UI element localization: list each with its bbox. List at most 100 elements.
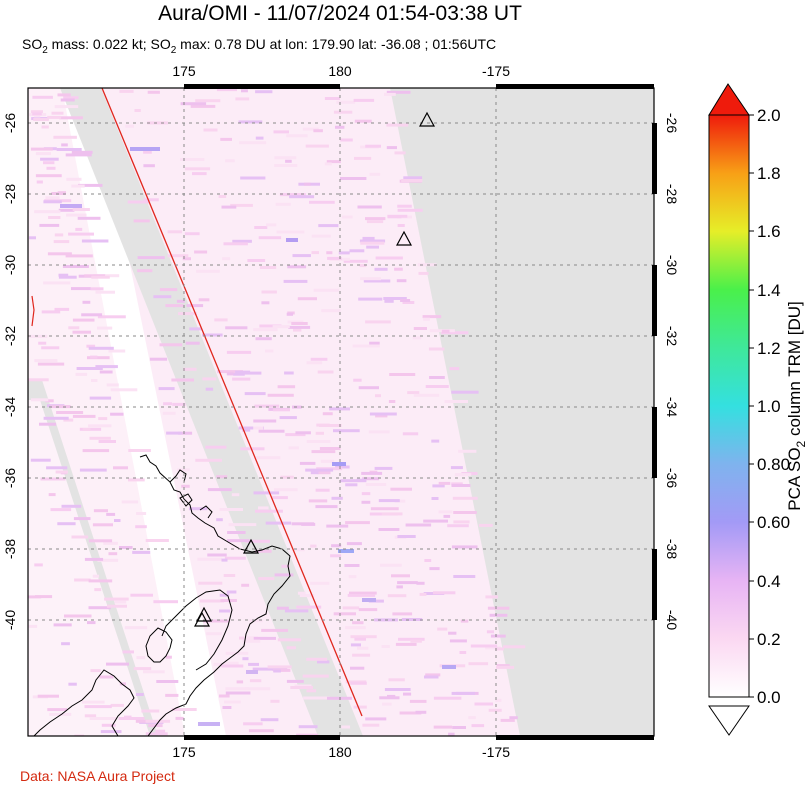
- so2-pixel: [178, 431, 193, 435]
- so2-pixel: [352, 344, 380, 348]
- so2-pixel: [425, 385, 449, 388]
- so2-pixel: [306, 657, 328, 661]
- so2-pixel: [190, 104, 216, 108]
- so2-pixel: [84, 714, 97, 718]
- so2-pixel: [340, 479, 367, 483]
- so2-pixel: [273, 669, 281, 673]
- so2-pixel: [396, 279, 407, 283]
- so2-pixel: [57, 522, 76, 526]
- so2-pixel: [448, 631, 457, 635]
- so2-pixel: [400, 299, 411, 302]
- so2-pixel: [270, 699, 280, 703]
- so2-pixel: [40, 477, 66, 481]
- so2-pixel: [449, 639, 467, 643]
- so2-pixel: [503, 645, 526, 649]
- colorbar-axis-label: PCA SO2 column TRM [DU]: [785, 301, 807, 511]
- so2-pixel: [361, 500, 371, 504]
- so2-pixel: [66, 213, 87, 217]
- so2-pixel: [89, 396, 112, 400]
- so2-pixel: [380, 563, 402, 567]
- so2-pixel: [43, 416, 69, 420]
- so2-pixel: [288, 446, 299, 450]
- so2-pixel: [384, 92, 396, 96]
- so2-pixel: [383, 297, 407, 300]
- so2-pixel: [437, 627, 448, 631]
- so2-pixel: [293, 548, 305, 552]
- so2-pixel: [382, 702, 392, 706]
- colorbar-ticks: [749, 114, 754, 698]
- so2-pixel: [145, 732, 168, 736]
- so2-pixel: [203, 128, 218, 132]
- so2-pixel: [330, 554, 342, 558]
- so2-pixel: [340, 138, 353, 142]
- so2-pixel: [327, 696, 352, 700]
- so2-pixel: [216, 518, 223, 522]
- so2-pixel: [227, 539, 250, 543]
- so2-pixel: [39, 223, 60, 227]
- so2-pixel: [248, 662, 259, 666]
- so2-pixel: [261, 301, 270, 305]
- lat-label-right: -32: [664, 326, 680, 346]
- subtitle-mass: mass: 0.022 kt; SO: [47, 36, 171, 52]
- so2-pixel: [68, 682, 77, 686]
- so2-pixel: [220, 137, 232, 141]
- so2-pixel: [273, 668, 291, 672]
- so2-pixel: [155, 729, 166, 733]
- so2-pixel: [326, 524, 349, 528]
- so2-pixel: [33, 118, 49, 121]
- so2-pixel: [71, 287, 91, 291]
- so2-pixel: [143, 150, 152, 154]
- so2-pixel: [248, 729, 274, 733]
- so2-pixel: [468, 662, 489, 666]
- lat-label-right: -30: [664, 255, 680, 275]
- so2-pixel: [297, 297, 317, 301]
- so2-pixel: [487, 606, 510, 610]
- so2-pixel: [488, 708, 502, 712]
- so2-pixel: [428, 347, 445, 351]
- so2-pixel: [287, 265, 307, 269]
- so2-pixel: [281, 564, 290, 568]
- volcano-icon: [195, 606, 213, 622]
- so2-pixel: [424, 675, 439, 679]
- lon-label-bottom: 175: [172, 744, 196, 760]
- so2-pixel: [135, 719, 149, 723]
- so2-pixel: [286, 646, 296, 650]
- so2-pixel: [235, 97, 250, 101]
- so2-pixel: [30, 398, 49, 402]
- so2-pixel: [429, 376, 445, 379]
- so2-pixel: [374, 267, 388, 271]
- so2-pixel: [97, 558, 119, 562]
- so2-pixel: [147, 90, 160, 94]
- so2-pixel: [366, 220, 384, 224]
- so2-pixel: [92, 523, 113, 527]
- so2-pixel: [485, 595, 498, 599]
- so2-pixel: [349, 249, 365, 253]
- so2-pixel: [156, 680, 179, 683]
- so2-pixel: [433, 725, 453, 729]
- lat-label-left: -28: [2, 184, 18, 204]
- so2-pixel: [313, 288, 339, 292]
- so2-pixel: [441, 329, 450, 333]
- so2-pixel: [94, 588, 102, 592]
- so2-pixel: [291, 522, 315, 526]
- colorbar-tick-label: 1.2: [757, 339, 781, 358]
- so2-pixel: [56, 411, 84, 414]
- so2-pixel: [58, 208, 75, 212]
- so2-pixel: [381, 512, 403, 516]
- volcano-icon: [193, 611, 211, 627]
- so2-pixel: [88, 424, 112, 428]
- so2-pixel: [261, 628, 288, 632]
- so2-pixel: [216, 88, 237, 92]
- so2-pixel: [486, 630, 494, 634]
- so2-pixel: [225, 691, 251, 695]
- so2-pixel: [124, 715, 132, 719]
- so2-pixel: [409, 699, 427, 703]
- so2-pixel: [39, 422, 57, 426]
- so2-pixel: [218, 195, 227, 198]
- so2-pixel: [128, 478, 145, 482]
- so2-pixel-elevated: [362, 598, 376, 602]
- so2-pixel: [88, 539, 113, 543]
- so2-pixel: [279, 193, 306, 197]
- so2-pixel: [378, 528, 400, 531]
- so2-pixel: [245, 539, 270, 543]
